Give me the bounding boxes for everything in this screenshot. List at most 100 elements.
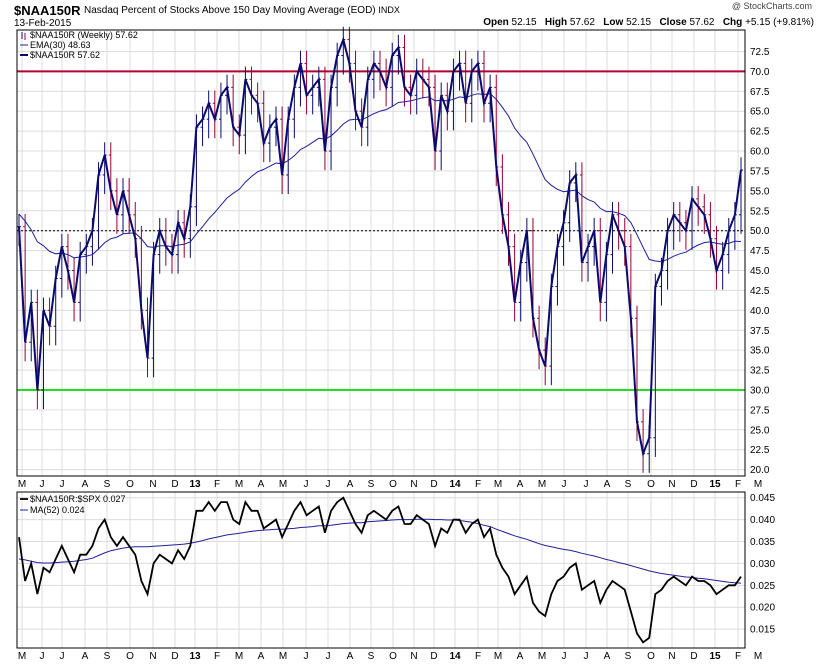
price-panel-x-tick: F <box>475 479 481 490</box>
ratio-panel-x-tick: 14 <box>449 651 461 662</box>
price-panel-x-tick: A <box>604 479 611 490</box>
legend-label: $NAA150R (Weekly) 57.62 <box>30 30 138 40</box>
price-panel-x-tick: O <box>647 479 655 490</box>
close-value: 57.62 <box>689 17 715 28</box>
close-label: Close <box>659 17 687 28</box>
ratio-panel-y-tick: 0.025 <box>750 581 775 592</box>
price-panel-x-tick: J <box>304 479 309 490</box>
high-value: 57.62 <box>569 17 595 28</box>
ratio-panel-x-tick: M <box>18 651 26 662</box>
price-panel-x-tick: M <box>18 479 26 490</box>
ratio-panel-x-tick: 13 <box>189 651 201 662</box>
price-panel-x-tick: O <box>389 479 397 490</box>
price-panel-x-tick: A <box>517 479 524 490</box>
price-panel-frame <box>16 29 746 477</box>
ratio-panel-y-tick: 0.020 <box>750 603 775 614</box>
ratio-panel-x-tick: O <box>126 651 134 662</box>
ratio-panel-x-tick: J <box>584 651 589 662</box>
price-panel-y-tick: 67.5 <box>750 87 770 98</box>
description-text: Nasdaq Percent of Stocks Above 150 Day M… <box>84 5 376 16</box>
price-panel-y-tick: 65.0 <box>750 107 770 118</box>
ratio-panel-x-tick: N <box>149 651 156 662</box>
quote-summary: Open 52.15 High 57.62 Low 52.15 Close 57… <box>483 17 814 28</box>
ratio-panel-x-tick: O <box>389 651 397 662</box>
open-value: 52.15 <box>511 17 537 28</box>
price-panel-x-tick: J <box>326 479 331 490</box>
price-panel-y-tick: 37.5 <box>750 326 770 337</box>
ratio-panel-x-tick: D <box>690 651 697 662</box>
low-label: Low <box>603 17 624 28</box>
credit-label: @ StockCharts.com <box>731 1 812 11</box>
price-panel-x-tick: A <box>347 479 354 490</box>
ratio-panel-x-tick: M <box>754 651 762 662</box>
price-panel-x-tick: J <box>60 479 65 490</box>
price-panel-x-tick: F <box>735 479 741 490</box>
ratio-panel-x-tick: J <box>60 651 65 662</box>
ratio-panel-x-tick: M <box>494 651 502 662</box>
price-panel-y-tick: 35.0 <box>750 346 770 357</box>
ratio-panel-x-tick: J <box>40 651 45 662</box>
legend-label: $NAA150R:$SPX 0.027 <box>30 494 126 504</box>
price-panel-y-tick: 42.5 <box>750 286 770 297</box>
price-panel-y-tick: 20.0 <box>750 465 770 476</box>
price-panel-x-tick: M <box>538 479 546 490</box>
price-panel-x-tick: D <box>430 479 437 490</box>
price-panel-y-tick: 72.5 <box>750 47 770 58</box>
price-panel-x-tick: N <box>149 479 156 490</box>
symbol-title: $NAA150R <box>14 3 81 18</box>
price-panel-x-tick: 15 <box>709 479 721 490</box>
price-panel-y-tick: 45.0 <box>750 266 770 277</box>
price-panel-x-tick: N <box>410 479 417 490</box>
chg-label: Chg <box>722 17 743 28</box>
ratio-panel-y-tick: 0.030 <box>750 559 775 570</box>
price-panel-y-tick: 27.5 <box>750 405 770 416</box>
price-panel-x-tick: J <box>584 479 589 490</box>
price-panel-x-tick: A <box>258 479 265 490</box>
price-panel-y-tick: 60.0 <box>750 147 770 158</box>
chg-value: +5.15 (+9.81%) <box>745 17 814 28</box>
price-panel-x-tick: S <box>625 479 632 490</box>
date-label: 13-Feb-2015 <box>14 18 72 29</box>
ratio-panel-x-tick: S <box>104 651 111 662</box>
price-panel-x-tick: N <box>668 479 675 490</box>
price-panel-y-tick: 57.5 <box>750 166 770 177</box>
price-panel-y-tick: 62.5 <box>750 127 770 138</box>
price-panel-x-tick: 13 <box>189 479 201 490</box>
price-panel-y-tick: 22.5 <box>750 445 770 456</box>
ratio-panel-y-tick: 0.040 <box>750 515 775 526</box>
price-panel-y-tick: 32.5 <box>750 366 770 377</box>
ratio-panel-x-tick: A <box>517 651 524 662</box>
ratio-panel-x-tick: F <box>214 651 220 662</box>
price-panel-y-tick: 50.0 <box>750 226 770 237</box>
ratio-panel-x-tick: D <box>430 651 437 662</box>
ratio-panel-x-tick: N <box>410 651 417 662</box>
low-value: 52.15 <box>626 17 652 28</box>
price-panel-x-tick: F <box>214 479 220 490</box>
ratio-panel-x-tick: D <box>171 651 178 662</box>
ratio-panel-x-tick: M <box>235 651 243 662</box>
ratio-panel-x-tick: F <box>475 651 481 662</box>
price-panel-x-tick: 14 <box>449 479 461 490</box>
price-panel-x-tick: J <box>40 479 45 490</box>
price-panel-x-tick: M <box>279 479 287 490</box>
ratio-panel-x-tick: N <box>668 651 675 662</box>
ratio-panel-x-tick: A <box>82 651 89 662</box>
price-panel-y-tick: 70.0 <box>750 67 770 78</box>
ratio-panel-x-tick: J <box>326 651 331 662</box>
price-panel-x-tick: M <box>494 479 502 490</box>
ratio-panel-y-tick: 0.035 <box>750 537 775 548</box>
ratio-line <box>18 496 742 644</box>
ratio-panel-x-tick: M <box>279 651 287 662</box>
price-panel-x-tick: S <box>104 479 111 490</box>
ratio-panel-x-tick: S <box>368 651 375 662</box>
legend-label: MA(52) 0.024 <box>30 505 85 515</box>
legend-label: EMA(30) 48.63 <box>30 40 91 50</box>
ratio-panel-x-tick: 15 <box>709 651 721 662</box>
ratio-panel-x-tick: A <box>347 651 354 662</box>
price-panel-x-tick: J <box>562 479 567 490</box>
price-panel-y-tick: 30.0 <box>750 385 770 396</box>
ratio-panel-x-tick: J <box>304 651 309 662</box>
price-panel-x-tick: M <box>235 479 243 490</box>
open-label: Open <box>483 17 509 28</box>
